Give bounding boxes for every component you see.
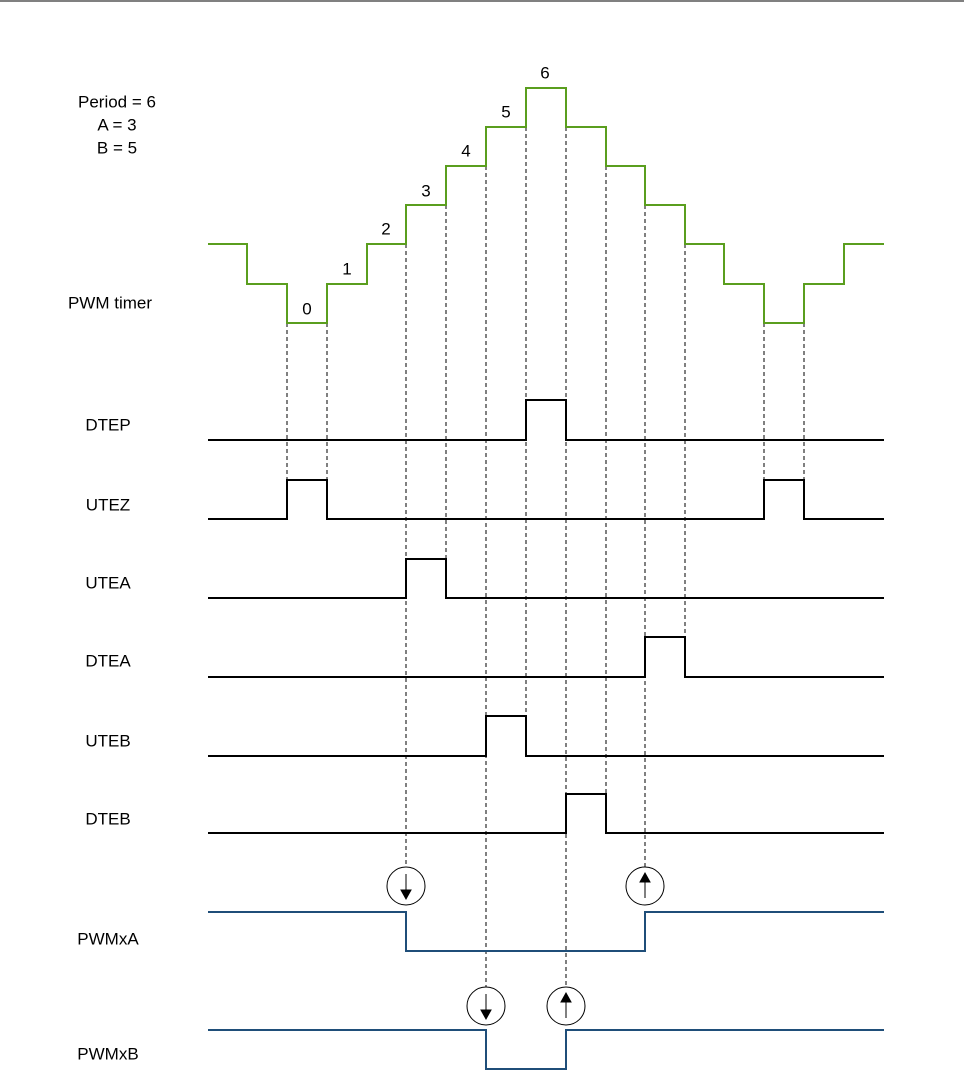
signal-label: UTEB: [85, 731, 130, 750]
utea-waveform: [208, 558, 884, 599]
utez-waveform: [208, 479, 884, 520]
parameter: B = 5: [97, 138, 137, 157]
guides: [286, 127, 805, 988]
count-label: 5: [501, 102, 510, 121]
up-arrow: [560, 991, 572, 1018]
parameter: A = 3: [97, 115, 136, 134]
guide-line: [286, 127, 805, 988]
timer-waveform: [208, 87, 884, 324]
pwmxa-waveform: [208, 911, 884, 952]
edge-markers: [386, 866, 665, 1026]
count-label: 2: [381, 219, 390, 238]
signal-label: UTEA: [85, 573, 131, 592]
signal-label: PWMxB: [77, 1044, 138, 1063]
signal-label: DTEB: [85, 809, 130, 828]
signal-label: PWMxA: [77, 929, 139, 948]
dteb-waveform: [208, 793, 884, 834]
count-label: 4: [461, 141, 470, 160]
signal-label: UTEZ: [86, 495, 130, 514]
signal-label: PWM timer: [68, 293, 152, 312]
down-arrow: [480, 994, 492, 1021]
up-arrow: [639, 871, 651, 898]
dtea-waveform: [208, 636, 884, 678]
dtep-waveform: [208, 399, 884, 441]
count-label: 0: [302, 299, 311, 318]
signal-label: DTEP: [85, 415, 130, 434]
down-arrow: [400, 874, 412, 901]
count-label: 1: [342, 259, 351, 278]
uteb-waveform: [208, 715, 884, 757]
pwmxb-waveform: [208, 1029, 884, 1070]
count-label: 6: [540, 63, 549, 82]
parameter: Period = 6: [78, 92, 156, 111]
count-label: 3: [421, 181, 430, 200]
signal-label: DTEA: [85, 651, 131, 670]
